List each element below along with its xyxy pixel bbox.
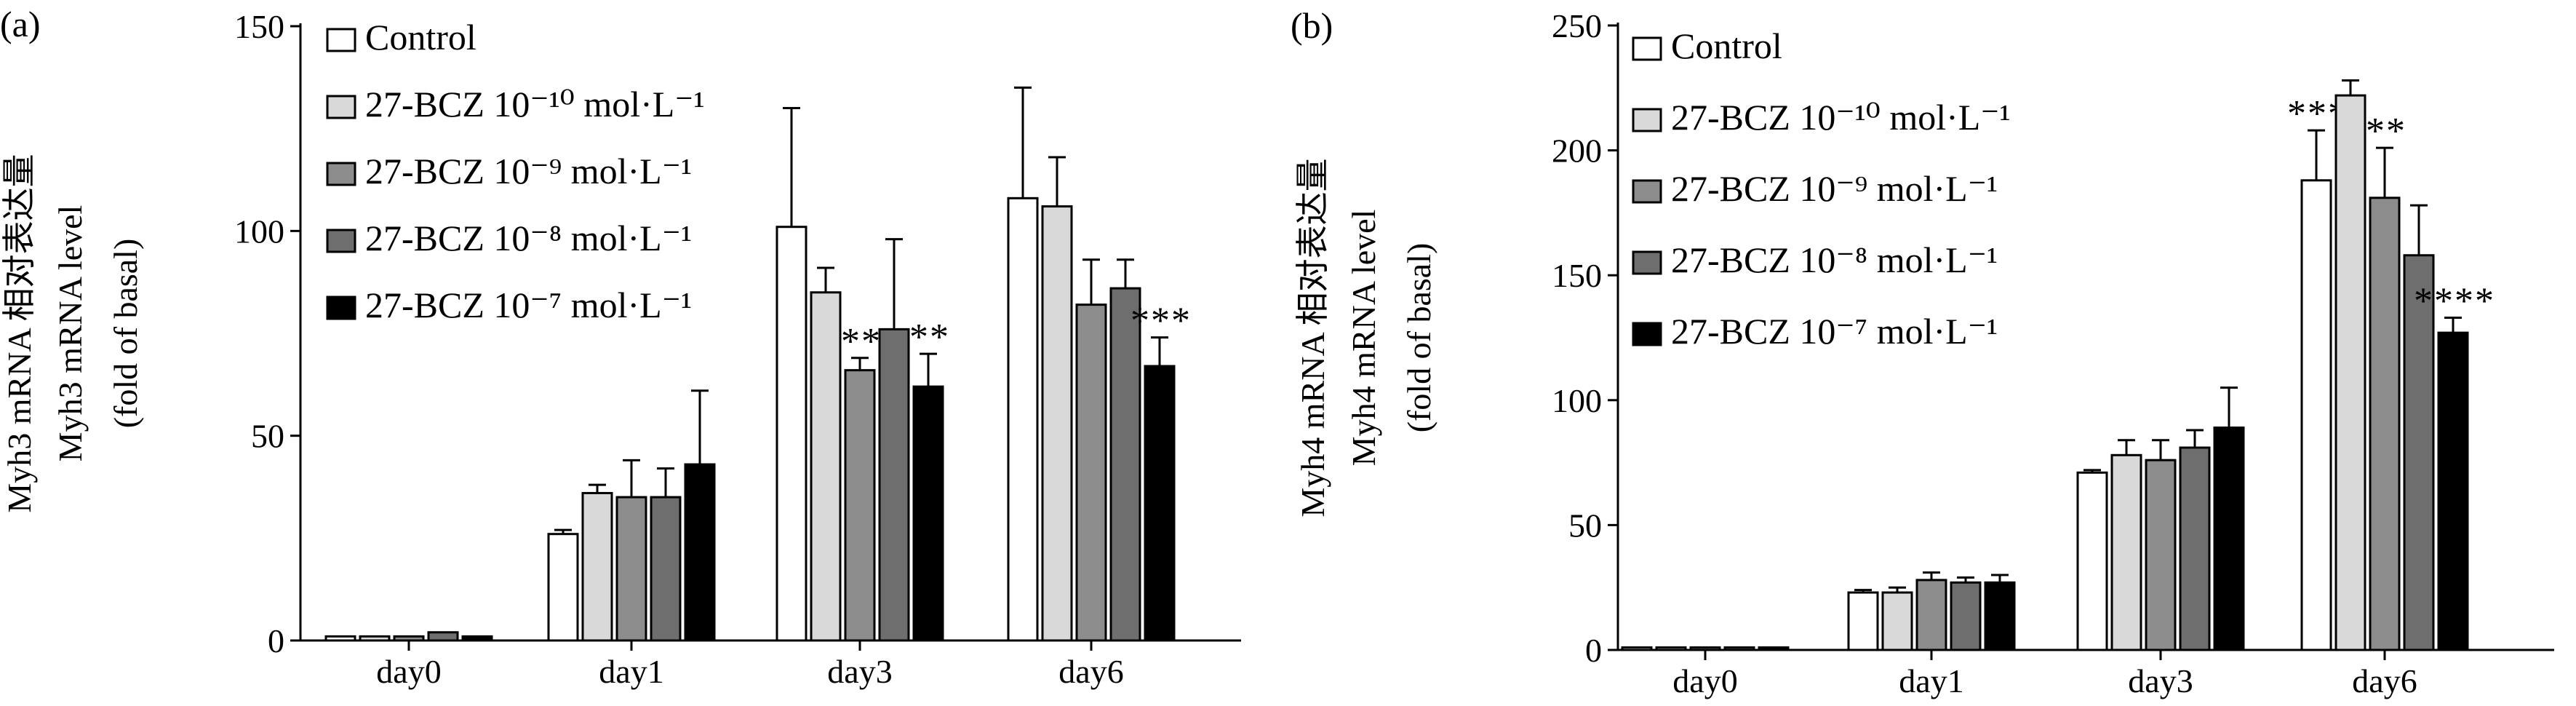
- legend-label: 27-BCZ 10⁻⁸ mol·L⁻¹: [365, 218, 692, 258]
- x-tick-label: day1: [599, 653, 663, 690]
- y-tick-label: 250: [1552, 7, 1602, 44]
- bar: [878, 328, 910, 642]
- y-tick-label: 0: [1585, 632, 1602, 669]
- y-tick-label: 50: [1568, 507, 1602, 544]
- bar: [2369, 197, 2401, 651]
- bar: [810, 291, 842, 642]
- y-tick-label: 200: [1552, 132, 1602, 170]
- y-tick-label: 100: [234, 213, 284, 250]
- significance-mark: **: [909, 317, 950, 358]
- x-tick-label: day6: [1058, 653, 1123, 690]
- legend-label: 27-BCZ 10⁻¹⁰ mol·L⁻¹: [1671, 97, 2011, 138]
- bar: [1655, 646, 1687, 651]
- legend-swatch: [326, 28, 356, 52]
- x-tick-label: day0: [376, 653, 441, 690]
- x-tick-label: day3: [2128, 662, 2193, 699]
- x-tick-label: day3: [827, 653, 892, 690]
- y-axis-label-line-3: (fold of basal): [107, 239, 144, 429]
- legend-label: Control: [365, 17, 476, 57]
- y-tick-label: 50: [251, 418, 284, 455]
- bar: [1881, 591, 1913, 651]
- bar: [650, 496, 682, 642]
- bar: [2213, 427, 2245, 651]
- bar: [1758, 646, 1790, 651]
- significance-mark: ****: [2414, 281, 2495, 322]
- bar: [2110, 453, 2142, 651]
- bar: [615, 496, 647, 642]
- bar: [1984, 581, 2016, 651]
- chart-panel-a: (a) 0 50 100 150 Myh3 mRNA 相对表达量 Myh3 mRNA lev…: [0, 4, 1241, 690]
- bar: [2145, 459, 2177, 651]
- significance-mark: ***: [1131, 301, 1192, 342]
- bar: [427, 631, 459, 642]
- y-tick-label: 0: [268, 622, 284, 659]
- bar: [1621, 646, 1653, 651]
- bar: [547, 533, 579, 642]
- bar: [393, 635, 425, 642]
- legend-swatch: [326, 296, 356, 320]
- bar: [359, 635, 391, 642]
- bar: [1109, 287, 1141, 642]
- bar: [324, 635, 356, 642]
- bar: [1689, 646, 1721, 651]
- bar: [1950, 581, 1982, 651]
- bar: [1144, 365, 1176, 642]
- legend-swatch: [326, 229, 356, 253]
- bar: [2179, 446, 2211, 651]
- bar: [2403, 254, 2435, 651]
- legend-swatch: [1632, 322, 1662, 346]
- chart-a-svg: (a) 0 50 100 150 Myh3 mRNA 相对表达量 Myh3 mRNA lev…: [0, 4, 1241, 690]
- x-tick-label: day0: [1672, 662, 1737, 699]
- bar: [581, 491, 613, 642]
- bar: [2437, 331, 2469, 651]
- bar: [1041, 205, 1073, 642]
- legend-swatch: [1632, 108, 1662, 132]
- legend-label: 27-BCZ 10⁻¹⁰ mol·L⁻¹: [365, 84, 705, 124]
- significance-mark: **: [2366, 111, 2406, 152]
- x-tick-label: day6: [2352, 662, 2417, 699]
- legend-label: 27-BCZ 10⁻⁹ mol·L⁻¹: [365, 151, 692, 191]
- bar: [461, 635, 493, 642]
- y-axis-label-line-3: (fold of basal): [1400, 243, 1437, 433]
- y-tick-label: 150: [1552, 257, 1602, 294]
- bar: [1915, 579, 1947, 651]
- bar: [912, 385, 944, 642]
- panel-label: (a): [0, 4, 41, 44]
- y-axis-label-line-1: Myh4 mRNA 相对表达量: [1294, 158, 1331, 517]
- bar: [1847, 591, 1879, 651]
- panel-label: (b): [1291, 5, 1333, 46]
- bar: [2334, 94, 2366, 651]
- y-axis-label-line-2: Myh4 mRNA level: [1345, 210, 1382, 467]
- legend-label: 27-BCZ 10⁻⁷ mol·L⁻¹: [1671, 311, 1998, 352]
- legend-swatch: [326, 162, 356, 186]
- legend-swatch: [1632, 179, 1662, 204]
- bar: [1007, 197, 1039, 642]
- y-tick-label: 100: [1552, 382, 1602, 419]
- bar: [684, 463, 716, 642]
- bar: [844, 369, 876, 642]
- legend-swatch: [326, 95, 356, 119]
- legend-swatch: [1632, 36, 1662, 61]
- bar: [2076, 471, 2108, 651]
- bar: [1075, 304, 1107, 642]
- bar: [2300, 179, 2332, 651]
- y-axis-label-line-2: Myh3 mRNA level: [52, 205, 89, 462]
- legend-swatch: [1632, 250, 1662, 275]
- chart-b-svg: (b) 0 50 100 150 200 250 Myh4 mRNA 相对表达量 Myh4 mR…: [1291, 5, 2554, 699]
- legend-label: Control: [1671, 25, 1782, 66]
- legend-label: 27-BCZ 10⁻⁷ mol·L⁻¹: [365, 285, 692, 325]
- x-tick-label: day1: [1899, 662, 1963, 699]
- y-tick-label: 150: [234, 8, 284, 45]
- bar: [1723, 646, 1755, 651]
- legend-label: 27-BCZ 10⁻⁸ mol·L⁻¹: [1671, 239, 1998, 280]
- significance-mark: **: [841, 321, 882, 362]
- chart-panel-b: (b) 0 50 100 150 200 250 Myh4 mRNA 相对表达量 Myh4 mR…: [1288, 0, 2576, 706]
- legend-label: 27-BCZ 10⁻⁹ mol·L⁻¹: [1671, 168, 1998, 209]
- bar: [775, 226, 808, 642]
- y-axis-label-line-1: Myh3 mRNA 相对表达量: [1, 154, 38, 512]
